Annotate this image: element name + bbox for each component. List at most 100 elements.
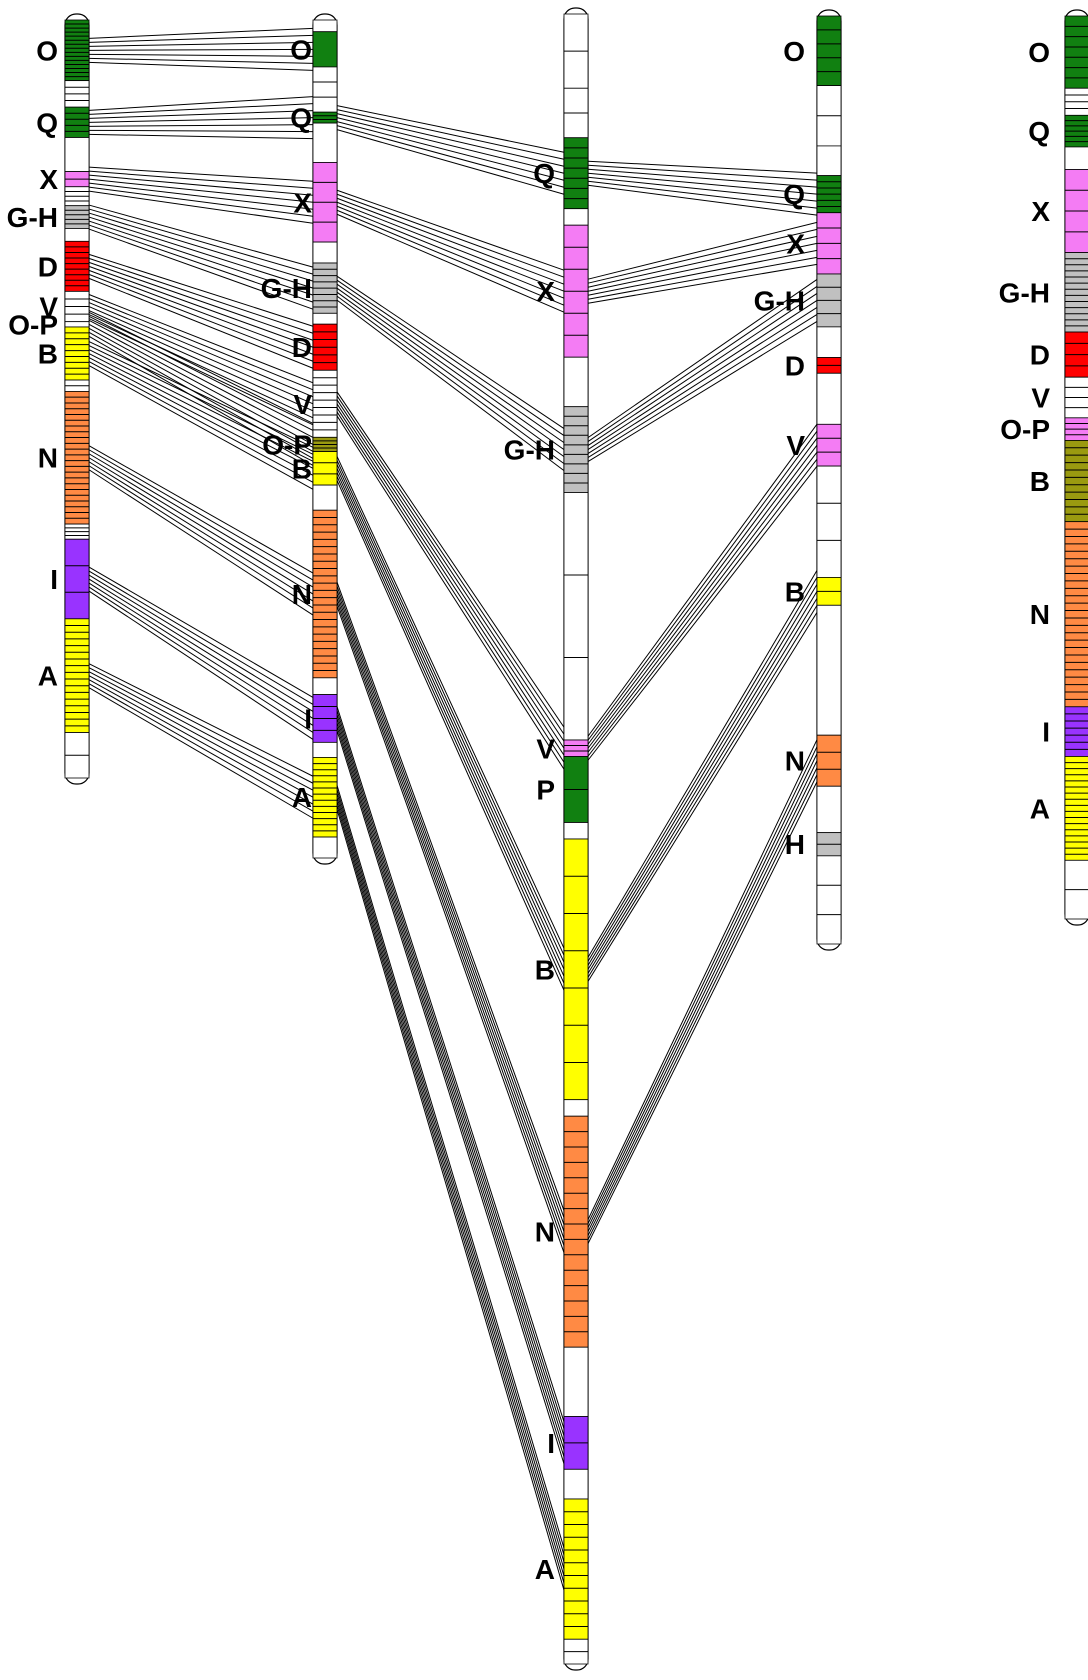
synteny-link-D xyxy=(88,277,314,369)
synteny-link-G-H xyxy=(88,204,314,268)
synteny-link-O-P xyxy=(88,315,314,431)
chr-3-label: N xyxy=(535,1217,555,1248)
synteny-link-B xyxy=(88,341,314,448)
synteny-link-V xyxy=(336,411,565,763)
chr-3-label: A xyxy=(535,1554,555,1585)
synteny-link-I xyxy=(88,586,314,733)
synteny-link-B xyxy=(88,349,314,462)
synteny-link-X xyxy=(88,170,314,189)
chr-3-label: Q xyxy=(533,158,555,189)
synteny-link-X xyxy=(336,193,565,278)
synteny-link-A xyxy=(336,805,565,1584)
chr-2-label: V xyxy=(293,389,312,420)
synteny-link-Q xyxy=(336,117,565,174)
synteny-link-Q xyxy=(88,103,314,115)
chr-1-label: V xyxy=(39,292,58,323)
chr-2-label: X xyxy=(293,187,312,218)
chr-5-segment xyxy=(1064,756,1088,861)
chr-3-segment xyxy=(563,208,589,226)
synteny-link-V xyxy=(587,458,818,757)
synteny-link-X xyxy=(88,190,314,224)
synteny-link-Q xyxy=(587,168,818,188)
synteny-link-D xyxy=(88,261,314,341)
synteny-link-G-H xyxy=(587,293,818,447)
chr-1-segment xyxy=(64,618,90,733)
synteny-link-Q xyxy=(587,176,818,202)
synteny-link-X xyxy=(587,256,818,300)
chr-3-label: X xyxy=(536,276,555,307)
chr-5-segment xyxy=(1064,15,1088,89)
synteny-link-X xyxy=(88,182,314,210)
chr-4-label: N xyxy=(785,746,805,777)
chr-3-segment xyxy=(563,1115,589,1348)
chr-3-segment xyxy=(563,1468,589,1500)
chr-1-segment xyxy=(64,228,90,242)
chr-2-segment xyxy=(312,677,338,695)
chr-4-segment xyxy=(816,604,842,736)
synteny-link-N xyxy=(336,585,565,1218)
synteny-link-Q xyxy=(88,117,314,123)
synteny-link-X xyxy=(88,166,314,182)
synteny-link-B xyxy=(336,476,565,984)
chr-3-segment xyxy=(563,739,589,757)
chr-3-segment xyxy=(563,822,589,840)
synteny-link-I xyxy=(88,566,314,698)
synteny-link-N xyxy=(336,605,565,1253)
chr-3-label: P xyxy=(536,775,555,806)
synteny-link-G-H xyxy=(336,275,565,430)
synteny-link-V xyxy=(88,314,314,419)
synteny-link-V xyxy=(336,407,565,756)
synteny-link-X xyxy=(587,263,818,304)
synteny-link-A xyxy=(88,675,314,798)
synteny-link-G-H xyxy=(587,286,818,443)
synteny-link-Q xyxy=(88,129,314,133)
synteny-link-A xyxy=(336,793,565,1563)
synteny-link-V xyxy=(88,310,314,412)
synteny-link-X xyxy=(336,201,565,292)
chr-3-label: B xyxy=(535,954,555,985)
chr-2 xyxy=(312,13,338,865)
chr-4-label: B xyxy=(785,576,805,607)
synteny-link-A xyxy=(336,797,565,1570)
synteny-link-O xyxy=(88,41,314,47)
synteny-link-Q xyxy=(336,125,565,188)
synteny-link-O xyxy=(88,27,314,39)
synteny-link-G-H xyxy=(336,283,565,444)
chr-2-segment xyxy=(312,836,338,859)
synteny-link-N xyxy=(336,597,565,1239)
synteny-link-V xyxy=(336,395,565,735)
synteny-link-N xyxy=(336,581,565,1211)
synteny-link-A xyxy=(88,667,314,784)
chr-5-label: A xyxy=(1030,793,1050,824)
chr-3-segment xyxy=(563,1099,589,1117)
synteny-link-I xyxy=(88,582,314,726)
chr-4-label: V xyxy=(786,430,805,461)
synteny-link-D xyxy=(88,273,314,362)
synteny-link-O xyxy=(88,61,314,71)
synteny-link-A xyxy=(336,785,565,1549)
synteny-link-I xyxy=(336,726,565,1458)
synteny-link-X xyxy=(587,242,818,292)
chr-2-label: I xyxy=(304,703,312,734)
chr-4-segment xyxy=(816,855,842,945)
synteny-link-I xyxy=(336,706,565,1423)
synteny-link-Q xyxy=(88,110,314,119)
chr-2-segment xyxy=(312,31,338,68)
synteny-link-Q xyxy=(587,180,818,209)
chromosome-bars xyxy=(64,7,1088,1671)
synteny-link-B xyxy=(587,577,818,962)
chr-1-label: D xyxy=(38,251,58,282)
chr-2-segment xyxy=(312,312,338,325)
synteny-link-D xyxy=(88,257,314,334)
synteny-link-Q xyxy=(336,113,565,167)
chr-2-segment xyxy=(312,757,338,838)
chr-2-label: Q xyxy=(290,103,312,134)
synteny-link-I xyxy=(88,574,314,712)
synteny-link-O-P xyxy=(88,319,314,438)
chr-5-segment xyxy=(1064,146,1088,170)
synteny-link-X xyxy=(587,235,818,288)
chr-1-label: O-P xyxy=(8,309,58,340)
synteny-link-O xyxy=(88,53,314,57)
chr-3-segment xyxy=(563,406,589,493)
synteny-link-G-H xyxy=(587,314,818,459)
